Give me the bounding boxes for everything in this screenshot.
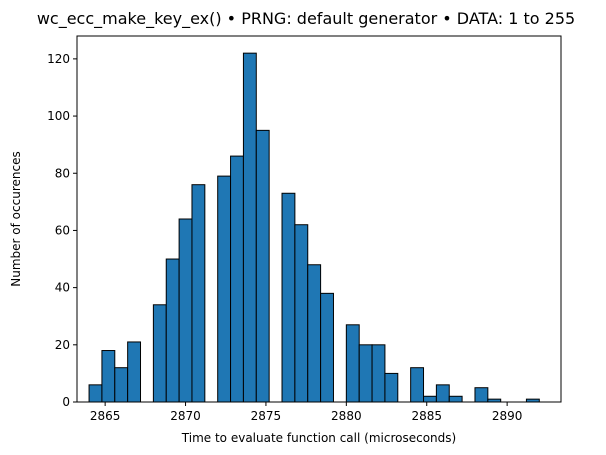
histogram-bar-0 <box>88 384 103 403</box>
x-tick-label-2870: 2870 <box>170 409 201 423</box>
histogram-bar-8 <box>217 175 232 403</box>
y-tick-label-80: 80 <box>55 166 70 180</box>
x-tick-label-2875: 2875 <box>251 409 282 423</box>
histogram-bar-17 <box>358 344 373 403</box>
histogram-bar-9 <box>230 155 244 403</box>
histogram-bar-10 <box>242 52 257 403</box>
histogram-bar-11 <box>255 129 270 403</box>
y-tick-label-40: 40 <box>55 281 70 295</box>
histogram-bar-24 <box>474 387 489 403</box>
histogram-bar-2 <box>114 367 129 403</box>
y-axis-label: Number of occurences <box>9 151 23 286</box>
y-tick-label-120: 120 <box>47 52 70 66</box>
histogram-bar-15 <box>320 292 334 403</box>
histogram-bar-7 <box>191 184 206 403</box>
y-axis-ticks: 0 20 40 60 80 100 120 <box>47 52 77 409</box>
histogram-bar-3 <box>127 341 142 403</box>
y-tick-label-60: 60 <box>55 223 70 237</box>
x-tick-label-2865: 2865 <box>90 409 121 423</box>
histogram-bar-18 <box>371 344 386 403</box>
histogram-bar-14 <box>307 264 322 403</box>
histogram-bar-6 <box>178 218 193 403</box>
x-tick-label-2890: 2890 <box>492 409 523 423</box>
x-tick-label-2880: 2880 <box>331 409 362 423</box>
histogram-bar-23 <box>448 395 463 403</box>
chart-title: wc_ecc_make_key_ex() • PRNG: default gen… <box>37 9 575 29</box>
histogram-bar-19 <box>384 372 399 403</box>
histogram-bar-16 <box>345 324 360 403</box>
histogram-bar-5 <box>165 258 180 403</box>
histogram-bar-12 <box>281 192 296 403</box>
x-tick-label-2885: 2885 <box>411 409 442 423</box>
y-tick-label-100: 100 <box>47 109 70 123</box>
histogram-bar-4 <box>152 304 167 403</box>
y-tick-label-20: 20 <box>55 338 70 352</box>
histogram-bar-20 <box>410 367 425 403</box>
histogram-bar-21 <box>423 395 437 403</box>
y-tick-label-0: 0 <box>62 395 70 409</box>
histogram-bar-1 <box>101 350 116 403</box>
plot-frame <box>76 35 562 403</box>
bars-group <box>88 52 540 403</box>
x-axis-ticks: 2865 2870 2875 2880 2885 2890 <box>90 402 523 423</box>
x-axis-label: Time to evaluate function call (microsec… <box>181 431 456 445</box>
histogram-bar-22 <box>435 384 450 403</box>
histogram-bar-13 <box>294 224 309 403</box>
